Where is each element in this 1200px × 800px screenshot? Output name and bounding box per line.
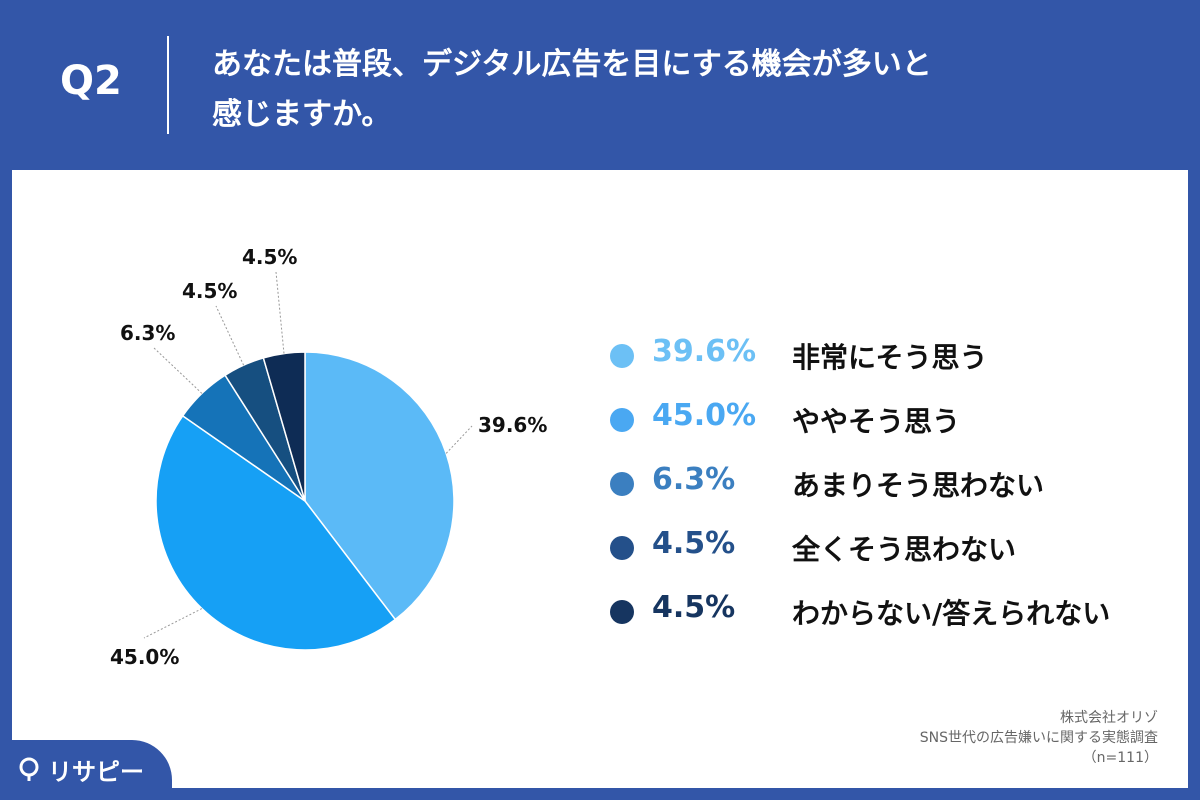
- question-number: Q2: [60, 58, 122, 104]
- question-text: あなたは普段、デジタル広告を目にする機会が多いと 感じますか。: [212, 40, 1112, 140]
- header: Q2 あなたは普段、デジタル広告を目にする機会が多いと 感じますか。: [0, 0, 1200, 170]
- legend-swatch: [610, 344, 634, 368]
- source-sample-size: （n=111）: [1082, 750, 1158, 766]
- legend-percent: 39.6%: [652, 334, 757, 369]
- legend-percent: 6.3%: [652, 462, 736, 497]
- legend-swatch: [610, 408, 634, 432]
- legend-label: 全くそう思わない: [792, 533, 1017, 566]
- legend-percent: 4.5%: [652, 590, 736, 625]
- legend-item: 4.5% 全くそう思わない: [600, 518, 1180, 582]
- leader-line: [215, 305, 245, 366]
- pie-data-label: 45.0%: [110, 645, 179, 669]
- leader-line: [153, 347, 203, 394]
- legend-item: 6.3% あまりそう思わない: [600, 454, 1180, 518]
- legend-swatch: [610, 472, 634, 496]
- legend-label: 非常にそう思う: [792, 341, 988, 374]
- pie-data-label: 39.6%: [478, 413, 547, 437]
- question-line-2: 感じますか。: [212, 97, 392, 132]
- leader-line: [143, 608, 203, 639]
- pie-slice: [262, 351, 306, 502]
- pie-data-label: 6.3%: [120, 321, 175, 345]
- source-survey: SNS世代の広告嫌いに関する実態調査: [919, 730, 1158, 746]
- legend-item: 4.5% わからない/答えられない: [600, 582, 1180, 646]
- source-company: 株式会社オリゾ: [1060, 710, 1158, 726]
- legend-item: 45.0% ややそう思う: [600, 390, 1180, 454]
- leader-line: [445, 425, 473, 454]
- pie-data-label: 4.5%: [182, 279, 237, 303]
- legend-percent: 45.0%: [652, 398, 757, 433]
- legend-swatch: [610, 600, 634, 624]
- legend-label: ややそう思う: [792, 405, 961, 438]
- pie-data-label: 4.5%: [242, 245, 297, 269]
- legend-swatch: [610, 536, 634, 560]
- legend-label: わからない/答えられない: [792, 597, 1111, 630]
- pie-slice: [304, 351, 455, 621]
- brand-logo: リサピー: [16, 752, 166, 788]
- legend-label: あまりそう思わない: [792, 469, 1045, 502]
- brand-name: リサピー: [48, 758, 144, 786]
- legend-percent: 4.5%: [652, 526, 736, 561]
- question-line-1: あなたは普段、デジタル広告を目にする機会が多いと: [212, 47, 932, 82]
- location-pin-icon: [19, 757, 39, 781]
- brand-tab: [0, 740, 172, 800]
- leader-line: [275, 271, 285, 354]
- source-note: 株式会社オリゾ SNS世代の広告嫌いに関する実態調査 （n=111）: [758, 708, 1158, 768]
- legend-item: 39.6% 非常にそう思う: [600, 326, 1180, 390]
- header-divider: [167, 36, 169, 134]
- chart-legend: 39.6% 非常にそう思う 45.0% ややそう思う 6.3% あまりそう思わな…: [600, 326, 1180, 646]
